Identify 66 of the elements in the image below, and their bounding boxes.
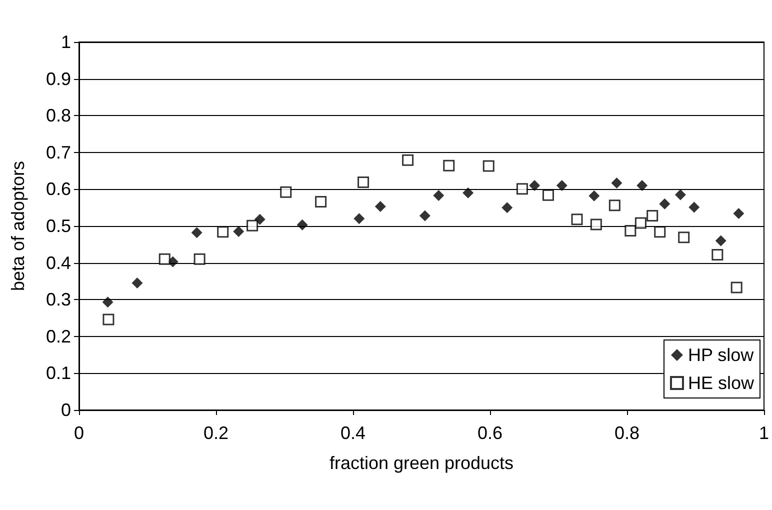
x-tick-label: 0 (74, 423, 84, 443)
point (102, 296, 114, 308)
point (654, 226, 666, 238)
legend-label: HP slow (688, 345, 755, 365)
point (296, 219, 308, 230)
point (634, 217, 646, 229)
point (529, 180, 540, 192)
point (712, 248, 724, 260)
point (482, 160, 494, 172)
point (646, 210, 658, 222)
y-tick-label: 0.2 (46, 326, 71, 346)
point (636, 180, 648, 192)
point (502, 202, 513, 214)
point (158, 253, 170, 265)
point (516, 183, 528, 195)
x-tick-label: 0.2 (203, 423, 229, 443)
point (588, 190, 600, 202)
x-tick-label: 1 (758, 423, 769, 443)
y-tick-label: 0.9 (46, 68, 71, 89)
point (102, 314, 114, 326)
point (608, 200, 620, 212)
y-tick-label: 0 (60, 400, 71, 420)
point (246, 220, 258, 232)
point (402, 154, 414, 166)
point (358, 176, 370, 188)
point (590, 218, 602, 230)
point (556, 180, 568, 192)
y-tick-label: 0.6 (46, 179, 71, 200)
point (315, 196, 327, 208)
point (688, 202, 700, 213)
point (674, 189, 686, 200)
x-tick-label: 0.6 (477, 423, 503, 443)
y-axis-title: beta of adoptors (8, 160, 28, 292)
point (233, 226, 244, 238)
point (733, 208, 744, 219)
point (354, 213, 365, 224)
point (433, 190, 444, 201)
legend-label: HE slow (688, 373, 755, 393)
point (194, 253, 206, 265)
point (678, 232, 690, 244)
y-tick-label: 0.8 (46, 106, 71, 126)
point (280, 186, 292, 198)
x-tick-label: 0.8 (614, 423, 640, 443)
point (132, 278, 143, 289)
point (217, 226, 229, 238)
y-tick-label: 0.1 (46, 363, 71, 384)
point (715, 235, 726, 246)
y-tick-label: 0.7 (46, 142, 71, 162)
point (191, 227, 202, 238)
point (659, 198, 670, 210)
point (254, 214, 266, 225)
x-axis-title: fraction green products (329, 453, 514, 473)
y-tick-label: 0.4 (46, 252, 71, 273)
point (730, 282, 742, 294)
point (462, 187, 474, 198)
point (624, 225, 636, 237)
point (611, 177, 622, 188)
point (571, 214, 583, 226)
x-tick-label: 0.4 (340, 423, 366, 443)
point (542, 189, 554, 201)
y-tick-label: 1 (60, 32, 71, 52)
point (443, 160, 455, 172)
point (419, 210, 430, 222)
y-tick-label: 0.3 (46, 290, 71, 310)
y-tick-label: 0.5 (46, 216, 71, 236)
point (374, 200, 386, 212)
